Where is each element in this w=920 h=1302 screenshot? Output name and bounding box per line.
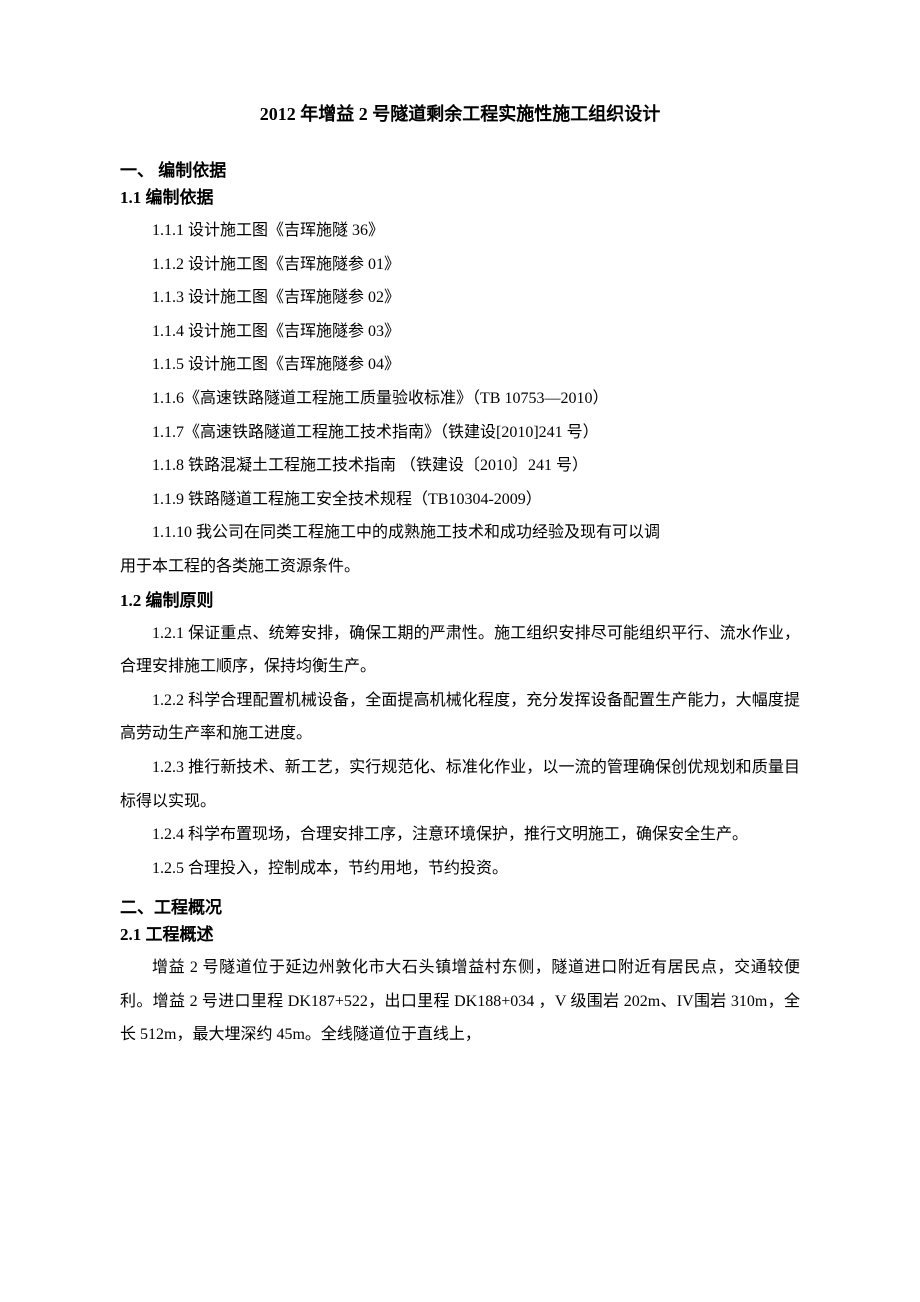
section-2-heading: 二、工程概况 (120, 893, 800, 918)
section-1-1-heading: 1.1 编制依据 (120, 183, 800, 208)
item-1-1-7: 1.1.7《高速铁路隧道工程施工技术指南》（铁建设[2010]241 号） (120, 416, 800, 450)
item-1-2-3: 1.2.3 推行新技术、新工艺，实行规范化、标准化作业，以一流的管理确保创优规划… (120, 751, 800, 818)
item-1-1-10-a: 1.1.10 我公司在同类工程施工中的成熟施工技术和成功经验及现有可以调 (120, 516, 800, 550)
item-1-1-10-b: 用于本工程的各类施工资源条件。 (120, 550, 800, 584)
item-1-1-1: 1.1.1 设计施工图《吉珲施隧 36》 (120, 214, 800, 248)
item-1-1-2: 1.1.2 设计施工图《吉珲施隧参 01》 (120, 248, 800, 282)
section-1-heading: 一、 编制依据 (120, 156, 800, 181)
item-1-2-1: 1.2.1 保证重点、统筹安排，确保工期的严肃性。施工组织安排尽可能组织平行、流… (120, 617, 800, 684)
item-1-2-4: 1.2.4 科学布置现场，合理安排工序，注意环境保护，推行文明施工，确保安全生产… (120, 818, 800, 852)
item-1-1-6: 1.1.6《高速铁路隧道工程施工质量验收标准》（TB 10753—2010） (120, 382, 800, 416)
item-1-1-3: 1.1.3 设计施工图《吉珲施隧参 02》 (120, 281, 800, 315)
item-1-1-8: 1.1.8 铁路混凝土工程施工技术指南 （铁建设〔2010〕241 号） (120, 449, 800, 483)
section-2-1-heading: 2.1 工程概述 (120, 920, 800, 945)
document-title: 2012 年增益 2 号隧道剩余工程实施性施工组织设计 (120, 100, 800, 126)
item-1-1-5: 1.1.5 设计施工图《吉珲施隧参 04》 (120, 348, 800, 382)
section-1-2-heading: 1.2 编制原则 (120, 586, 800, 611)
item-1-1-9: 1.1.9 铁路隧道工程施工安全技术规程（TB10304-2009） (120, 483, 800, 517)
item-1-2-5: 1.2.5 合理投入，控制成本，节约用地，节约投资。 (120, 852, 800, 886)
item-1-1-4: 1.1.4 设计施工图《吉珲施隧参 03》 (120, 315, 800, 349)
section-2-1-paragraph: 增益 2 号隧道位于延边州敦化市大石头镇增益村东侧，隧道进口附近有居民点，交通较… (120, 951, 800, 1052)
item-1-2-2: 1.2.2 科学合理配置机械设备，全面提高机械化程度，充分发挥设备配置生产能力，… (120, 684, 800, 751)
